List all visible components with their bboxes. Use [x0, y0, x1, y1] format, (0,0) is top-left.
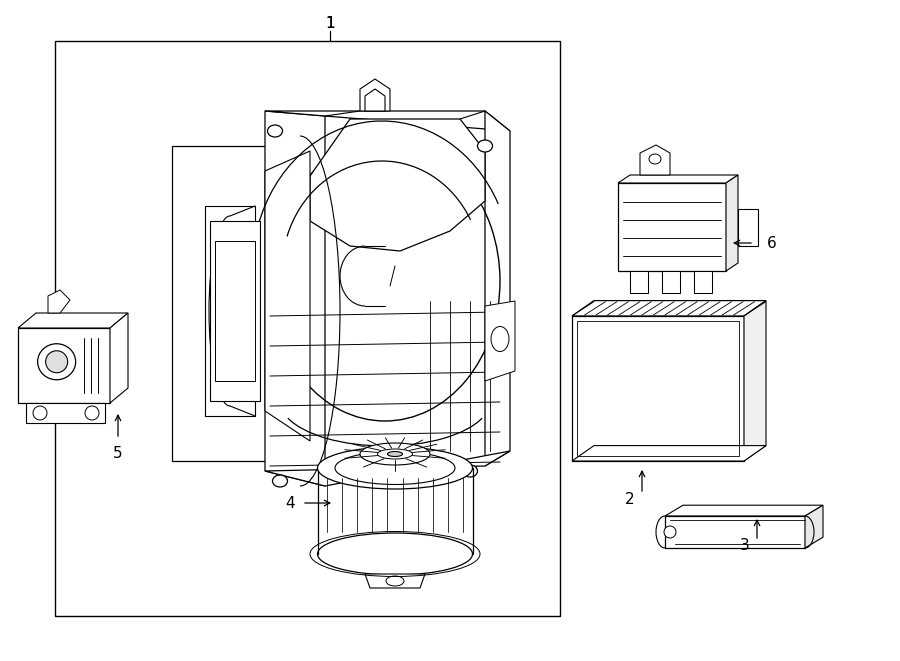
Polygon shape — [665, 505, 823, 516]
Polygon shape — [694, 271, 712, 293]
Polygon shape — [365, 89, 385, 111]
Polygon shape — [265, 451, 510, 486]
Polygon shape — [175, 216, 205, 456]
Polygon shape — [365, 574, 425, 588]
Polygon shape — [310, 119, 485, 251]
Polygon shape — [265, 151, 310, 441]
Ellipse shape — [377, 449, 412, 459]
Polygon shape — [640, 145, 670, 175]
Polygon shape — [18, 313, 128, 328]
Polygon shape — [805, 505, 823, 548]
Ellipse shape — [386, 576, 404, 586]
Polygon shape — [662, 271, 680, 293]
Polygon shape — [738, 209, 758, 246]
Ellipse shape — [649, 154, 661, 164]
Polygon shape — [360, 79, 390, 111]
Polygon shape — [210, 221, 260, 401]
Polygon shape — [265, 111, 510, 131]
Polygon shape — [26, 403, 105, 423]
Ellipse shape — [360, 443, 430, 465]
Ellipse shape — [463, 465, 478, 477]
Polygon shape — [572, 301, 766, 316]
Ellipse shape — [85, 406, 99, 420]
Polygon shape — [618, 175, 738, 183]
Polygon shape — [18, 328, 110, 403]
Text: 6: 6 — [767, 235, 777, 251]
Ellipse shape — [318, 533, 472, 575]
Polygon shape — [205, 206, 255, 416]
Polygon shape — [485, 111, 510, 466]
Text: 1: 1 — [325, 15, 335, 30]
Ellipse shape — [491, 327, 509, 352]
Text: 3: 3 — [740, 539, 750, 553]
Ellipse shape — [33, 406, 47, 420]
Text: 4: 4 — [285, 496, 295, 510]
Ellipse shape — [46, 351, 68, 373]
Polygon shape — [265, 111, 325, 486]
Polygon shape — [172, 146, 270, 461]
Ellipse shape — [38, 344, 76, 380]
Ellipse shape — [664, 526, 676, 538]
Ellipse shape — [318, 447, 472, 489]
Polygon shape — [726, 175, 738, 271]
Polygon shape — [630, 271, 648, 293]
Polygon shape — [110, 313, 128, 403]
Ellipse shape — [335, 451, 455, 485]
Ellipse shape — [267, 125, 283, 137]
Polygon shape — [572, 316, 744, 461]
Polygon shape — [485, 301, 515, 381]
Polygon shape — [48, 290, 70, 313]
Polygon shape — [178, 251, 202, 416]
Text: 1: 1 — [325, 15, 335, 30]
Polygon shape — [665, 516, 805, 548]
Polygon shape — [572, 446, 766, 461]
Ellipse shape — [388, 451, 402, 457]
Bar — [577, 321, 739, 456]
Polygon shape — [618, 183, 726, 271]
Ellipse shape — [478, 140, 492, 152]
Bar — [55, 41, 560, 616]
Ellipse shape — [273, 475, 287, 487]
Text: 2: 2 — [626, 492, 634, 506]
Text: 5: 5 — [113, 446, 122, 461]
Polygon shape — [215, 241, 255, 381]
Polygon shape — [744, 301, 766, 461]
